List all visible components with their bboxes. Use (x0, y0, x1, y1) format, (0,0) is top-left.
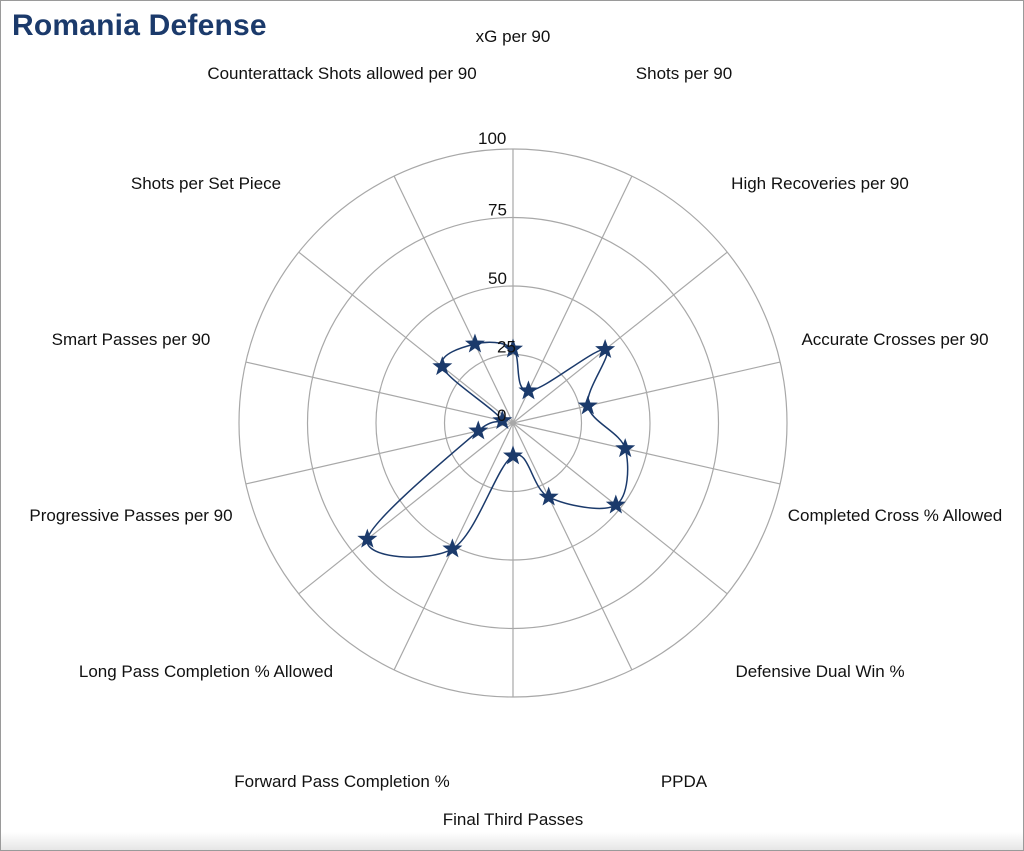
category-label: Final Third Passes (443, 810, 583, 829)
data-point-star (442, 538, 463, 558)
radar-grid (238, 148, 788, 698)
radar-labels: 0 25 50 75 100 xG per 90 Shots per 90 High Reco… (29, 27, 1002, 829)
category-label: Progressive Passes per 90 (29, 506, 232, 525)
data-point-star (595, 339, 616, 359)
radial-tick-label: 100 (478, 129, 506, 148)
data-point-star (615, 438, 636, 458)
data-point-star (518, 380, 539, 400)
category-label: Forward Pass Completion % (234, 772, 449, 791)
data-point-star (468, 420, 489, 440)
data-point-star (605, 494, 626, 514)
data-point-star (577, 395, 598, 415)
radial-tick-label: 50 (488, 269, 507, 288)
data-point-star (538, 486, 559, 506)
grid-spoke (512, 422, 781, 485)
data-point-star (503, 338, 523, 358)
category-label: Accurate Crosses per 90 (801, 330, 988, 349)
radial-tick-label: 0 (497, 406, 506, 425)
category-label: High Recoveries per 90 (731, 174, 909, 193)
category-label: Long Pass Completion % Allowed (79, 662, 333, 681)
category-label: xG per 90 (476, 27, 551, 46)
category-label: PPDA (661, 772, 708, 791)
radial-tick-label: 75 (488, 201, 507, 220)
grid-spoke (512, 175, 633, 424)
category-label: Defensive Dual Win % (735, 662, 904, 681)
data-point-star (357, 528, 378, 548)
data-point-star (464, 333, 485, 353)
radial-tick-label: 25 (497, 338, 516, 357)
category-label: Counterattack Shots allowed per 90 (207, 64, 476, 83)
data-point-star (503, 445, 523, 465)
grid-spoke (245, 422, 514, 485)
category-label: Completed Cross % Allowed (788, 506, 1002, 525)
radar-series (357, 333, 636, 558)
category-label: Shots per 90 (636, 64, 732, 83)
category-label: Shots per Set Piece (131, 174, 281, 193)
data-point-star (432, 356, 453, 376)
series-line (366, 341, 629, 558)
data-point-star (492, 410, 513, 430)
grid-spoke (512, 251, 728, 424)
grid-spoke (512, 361, 781, 424)
bottom-edge (1, 832, 1023, 850)
chart-title: Romania Defense (12, 9, 267, 42)
grid-spoke (298, 251, 514, 424)
grid-spoke (393, 175, 514, 424)
grid-spoke (245, 361, 514, 424)
category-label: Smart Passes per 90 (52, 330, 211, 349)
grid-spoke (512, 422, 633, 671)
grid-spoke (298, 422, 514, 595)
